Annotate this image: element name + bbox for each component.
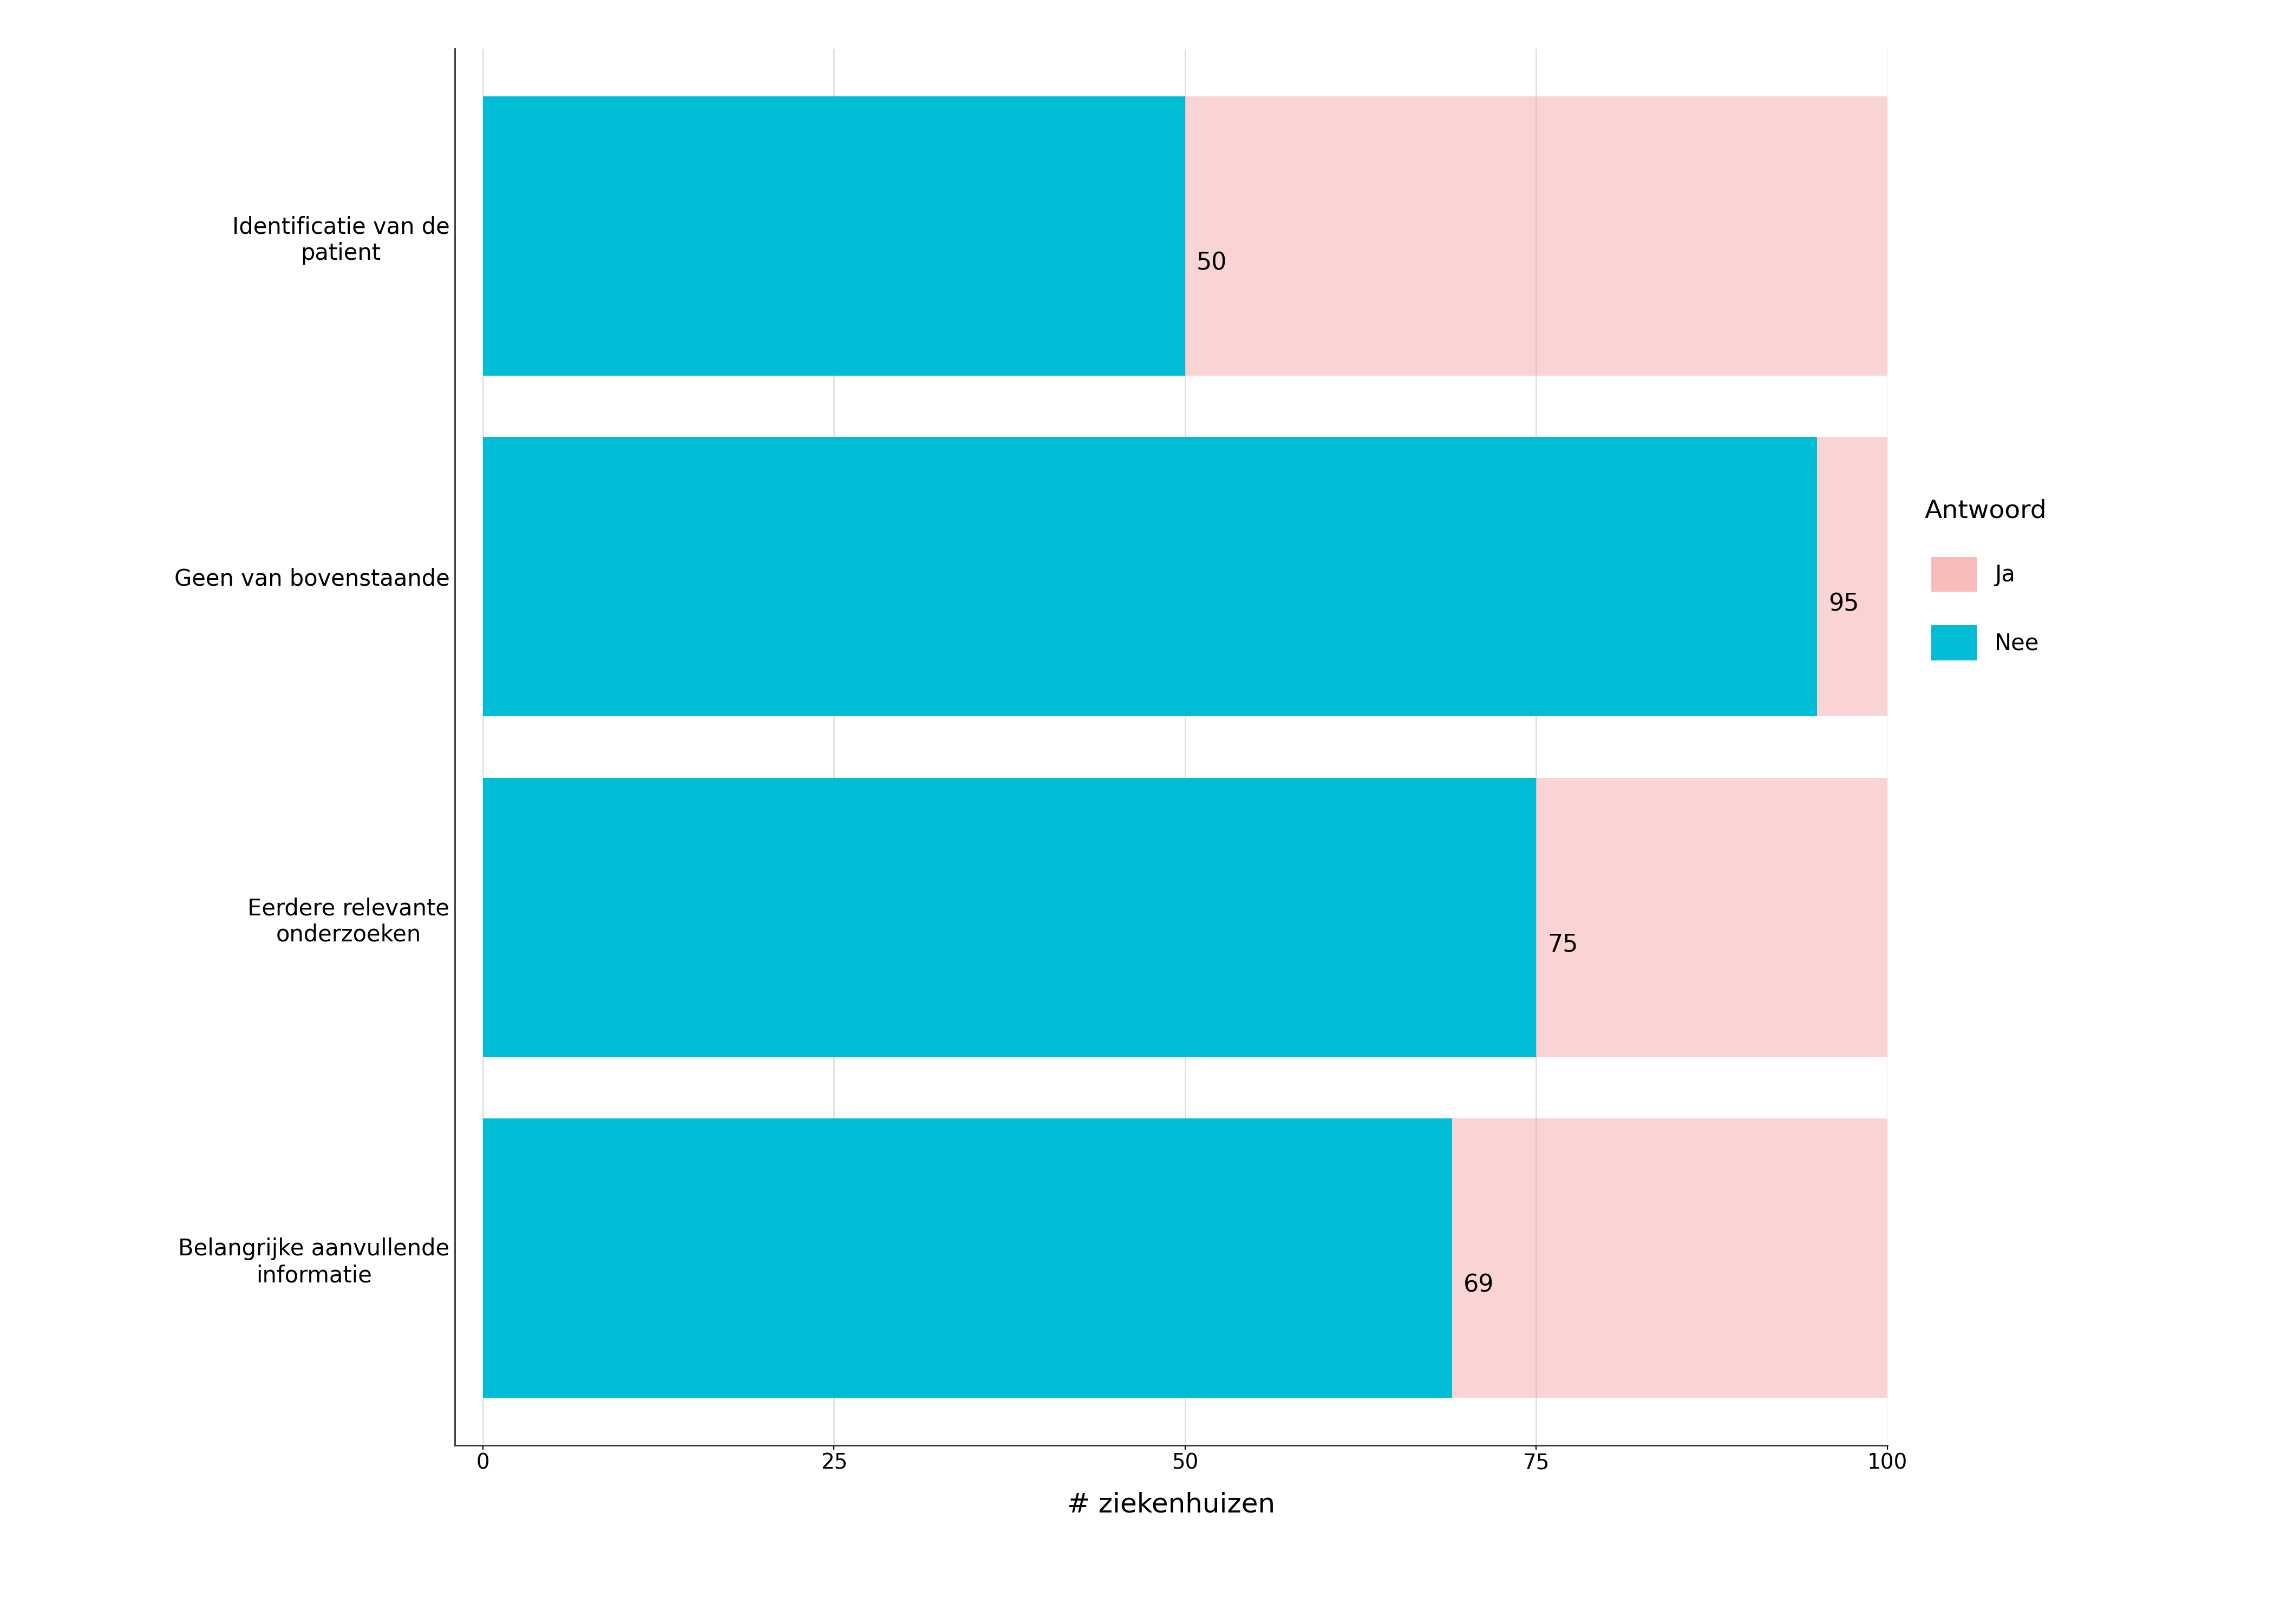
Text: 75: 75	[1549, 932, 1578, 957]
Text: 69: 69	[1462, 1273, 1494, 1298]
Bar	[482, 778, 1537, 1057]
Bar	[482, 437, 1887, 716]
Bar	[482, 778, 1887, 1057]
Bar	[482, 96, 1887, 375]
Bar	[482, 96, 1185, 375]
Bar	[482, 1119, 1887, 1398]
Bar	[482, 1119, 1453, 1398]
Text: 50: 50	[1196, 252, 1228, 274]
Legend: Ja, Nee: Ja, Nee	[1912, 487, 2058, 672]
X-axis label: # ziekenhuizen: # ziekenhuizen	[1067, 1492, 1276, 1518]
Bar	[482, 437, 1817, 716]
Text: 95: 95	[1828, 593, 1860, 615]
